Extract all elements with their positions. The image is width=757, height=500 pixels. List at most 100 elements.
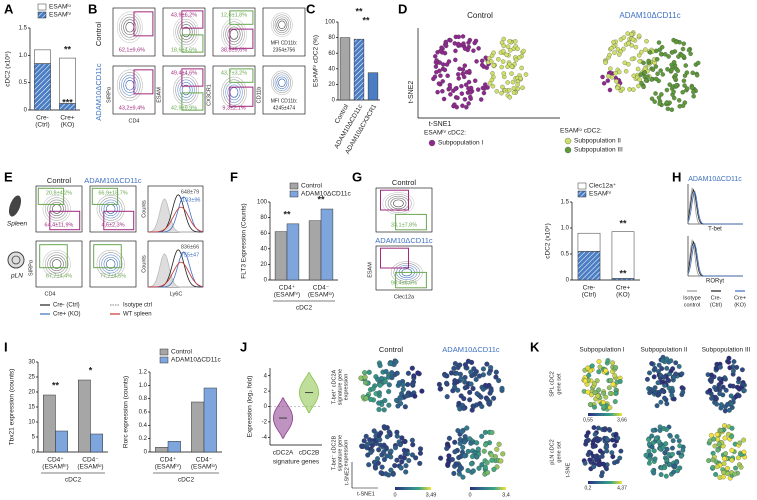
tsne-dot — [690, 70, 695, 76]
tsne-dot — [676, 98, 682, 103]
tsne-dot — [474, 440, 480, 446]
tsne-dot — [600, 74, 605, 80]
tsne-dot — [433, 64, 439, 69]
tsne-dot — [505, 44, 511, 49]
tsne-dot — [592, 443, 598, 449]
tsne-dot — [453, 86, 458, 91]
tsne-dot — [444, 380, 450, 386]
tsne-dot — [688, 51, 693, 57]
tsne-dot — [708, 432, 714, 438]
tsne-dot — [646, 460, 652, 466]
tsne-dot — [649, 433, 655, 439]
tsne-dot — [637, 77, 642, 82]
tsne-dot — [370, 386, 376, 392]
tsne-dot — [670, 366, 676, 372]
lymph-node-icon — [11, 255, 21, 265]
tsne-dot — [633, 44, 639, 50]
bar — [90, 433, 103, 453]
group-title: Subpopulation I — [579, 347, 624, 354]
tsne-dot — [657, 101, 662, 107]
tsne-dot — [381, 449, 387, 455]
tsne-dot — [511, 90, 517, 95]
flow-plot — [35, 185, 83, 233]
tsne-dot — [669, 393, 675, 398]
tsne-dot — [739, 367, 745, 373]
y-tick-label: 1.0 — [139, 383, 148, 389]
tsne-dot — [593, 454, 599, 460]
tsne-dot — [376, 432, 382, 438]
axis-label: CD4 — [128, 118, 139, 124]
tsne-dot — [381, 424, 387, 430]
tsne-dot — [714, 401, 720, 407]
legend-label: Cre- (Ctrl) — [53, 303, 80, 309]
tsne-dot — [659, 366, 665, 371]
tsne-dot — [467, 436, 473, 442]
tsne-dot — [486, 400, 492, 406]
contour — [271, 12, 293, 38]
colorbar-label: 0,2 — [585, 485, 592, 491]
gate-label: 49,4±4,6% — [171, 70, 197, 76]
contour — [175, 76, 197, 104]
tsne-dot — [647, 370, 652, 376]
tsne-dot — [456, 76, 461, 81]
x-tick-label: CD4⁻ — [82, 457, 98, 464]
tsne-dot — [611, 39, 616, 45]
tsne-dot — [435, 89, 440, 95]
tsne-dot — [409, 452, 416, 458]
y-tick-label: 80 — [260, 215, 267, 221]
tsne-dot — [604, 466, 609, 472]
legend-label: Cre- — [711, 295, 722, 301]
legend-label: Control — [171, 349, 193, 356]
tsne-dot — [438, 48, 443, 54]
tsne-dot — [473, 38, 479, 44]
tsne-dot — [654, 57, 660, 62]
tsne-dot — [671, 95, 677, 101]
tsne-dot — [673, 360, 679, 366]
contour — [44, 252, 69, 276]
gate-label: 9,3±2,1% — [222, 105, 245, 111]
tsne-dot — [686, 47, 692, 53]
colorbar-label: 3,4 — [502, 492, 510, 498]
gate-label: 18,6±4,6% — [171, 47, 197, 53]
tsne-dot — [643, 47, 648, 52]
tsne-dot — [362, 374, 368, 380]
tsne-dot — [683, 63, 688, 68]
tsne-dot — [656, 362, 662, 368]
bar — [191, 401, 205, 453]
tsne-dot — [710, 465, 716, 470]
tsne-dot — [412, 393, 418, 399]
tsne-dot — [500, 48, 506, 54]
tsne-dot — [612, 399, 618, 404]
row-label: T-bet⁻ cDC2B — [331, 435, 337, 470]
tsne-dot — [644, 39, 649, 44]
tsne-dot — [366, 462, 372, 468]
tsne-dot — [498, 458, 504, 464]
tsne-dot — [361, 438, 367, 444]
tsne-dot — [622, 60, 628, 66]
contour — [177, 21, 195, 43]
x-tick-label: Cre- — [36, 115, 49, 122]
tsne-dot — [722, 423, 728, 429]
tsne-dot — [595, 393, 601, 399]
tsne-dot — [484, 361, 490, 367]
tsne-dot — [607, 52, 612, 58]
tsne-dot — [368, 449, 374, 455]
tsne-dot — [508, 48, 513, 53]
axis-label: Counts — [141, 255, 147, 273]
tsne-dot — [509, 64, 515, 70]
tsne-dot — [417, 450, 423, 456]
y-tick-label: 1.0 — [561, 226, 570, 232]
gate — [395, 213, 427, 231]
y-tick-label: 0 — [264, 404, 268, 410]
tsne-dot — [610, 454, 616, 460]
bar — [367, 72, 379, 101]
tsne-dot — [713, 396, 718, 402]
tsne-dot — [636, 33, 642, 39]
tsne-dot — [679, 371, 685, 377]
tsne-cluster — [643, 424, 686, 479]
tsne-dot — [376, 447, 382, 453]
contour — [123, 19, 137, 36]
histogram-curve — [147, 261, 204, 288]
